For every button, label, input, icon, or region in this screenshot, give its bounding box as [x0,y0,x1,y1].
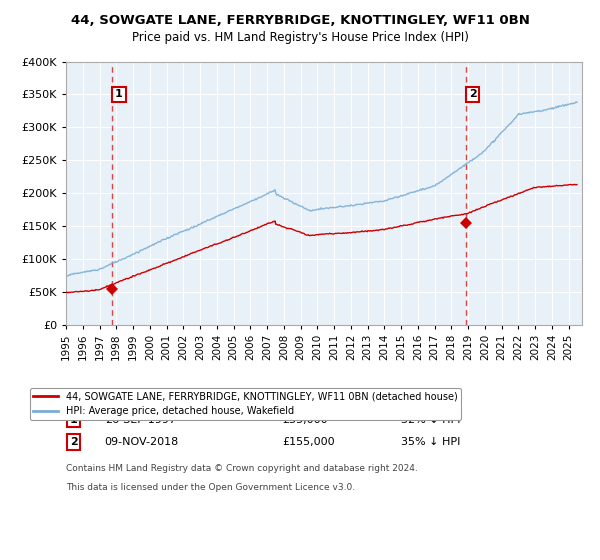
Text: Price paid vs. HM Land Registry's House Price Index (HPI): Price paid vs. HM Land Registry's House … [131,31,469,44]
Text: 44, SOWGATE LANE, FERRYBRIDGE, KNOTTINGLEY, WF11 0BN: 44, SOWGATE LANE, FERRYBRIDGE, KNOTTINGL… [71,14,529,27]
Text: This data is licensed under the Open Government Licence v3.0.: This data is licensed under the Open Gov… [66,483,355,492]
Text: 1: 1 [115,90,123,100]
Text: Contains HM Land Registry data © Crown copyright and database right 2024.: Contains HM Land Registry data © Crown c… [66,464,418,473]
Text: £55,000: £55,000 [283,414,328,424]
Text: 35% ↓ HPI: 35% ↓ HPI [401,437,461,447]
Text: 2: 2 [70,437,77,447]
Text: 32% ↓ HPI: 32% ↓ HPI [401,414,461,424]
Legend: 44, SOWGATE LANE, FERRYBRIDGE, KNOTTINGLEY, WF11 0BN (detached house), HPI: Aver: 44, SOWGATE LANE, FERRYBRIDGE, KNOTTINGL… [29,388,461,420]
Text: 1: 1 [70,414,77,424]
Text: 26-SEP-1997: 26-SEP-1997 [104,414,176,424]
Text: 09-NOV-2018: 09-NOV-2018 [104,437,179,447]
Text: £155,000: £155,000 [283,437,335,447]
Text: 2: 2 [469,90,476,100]
